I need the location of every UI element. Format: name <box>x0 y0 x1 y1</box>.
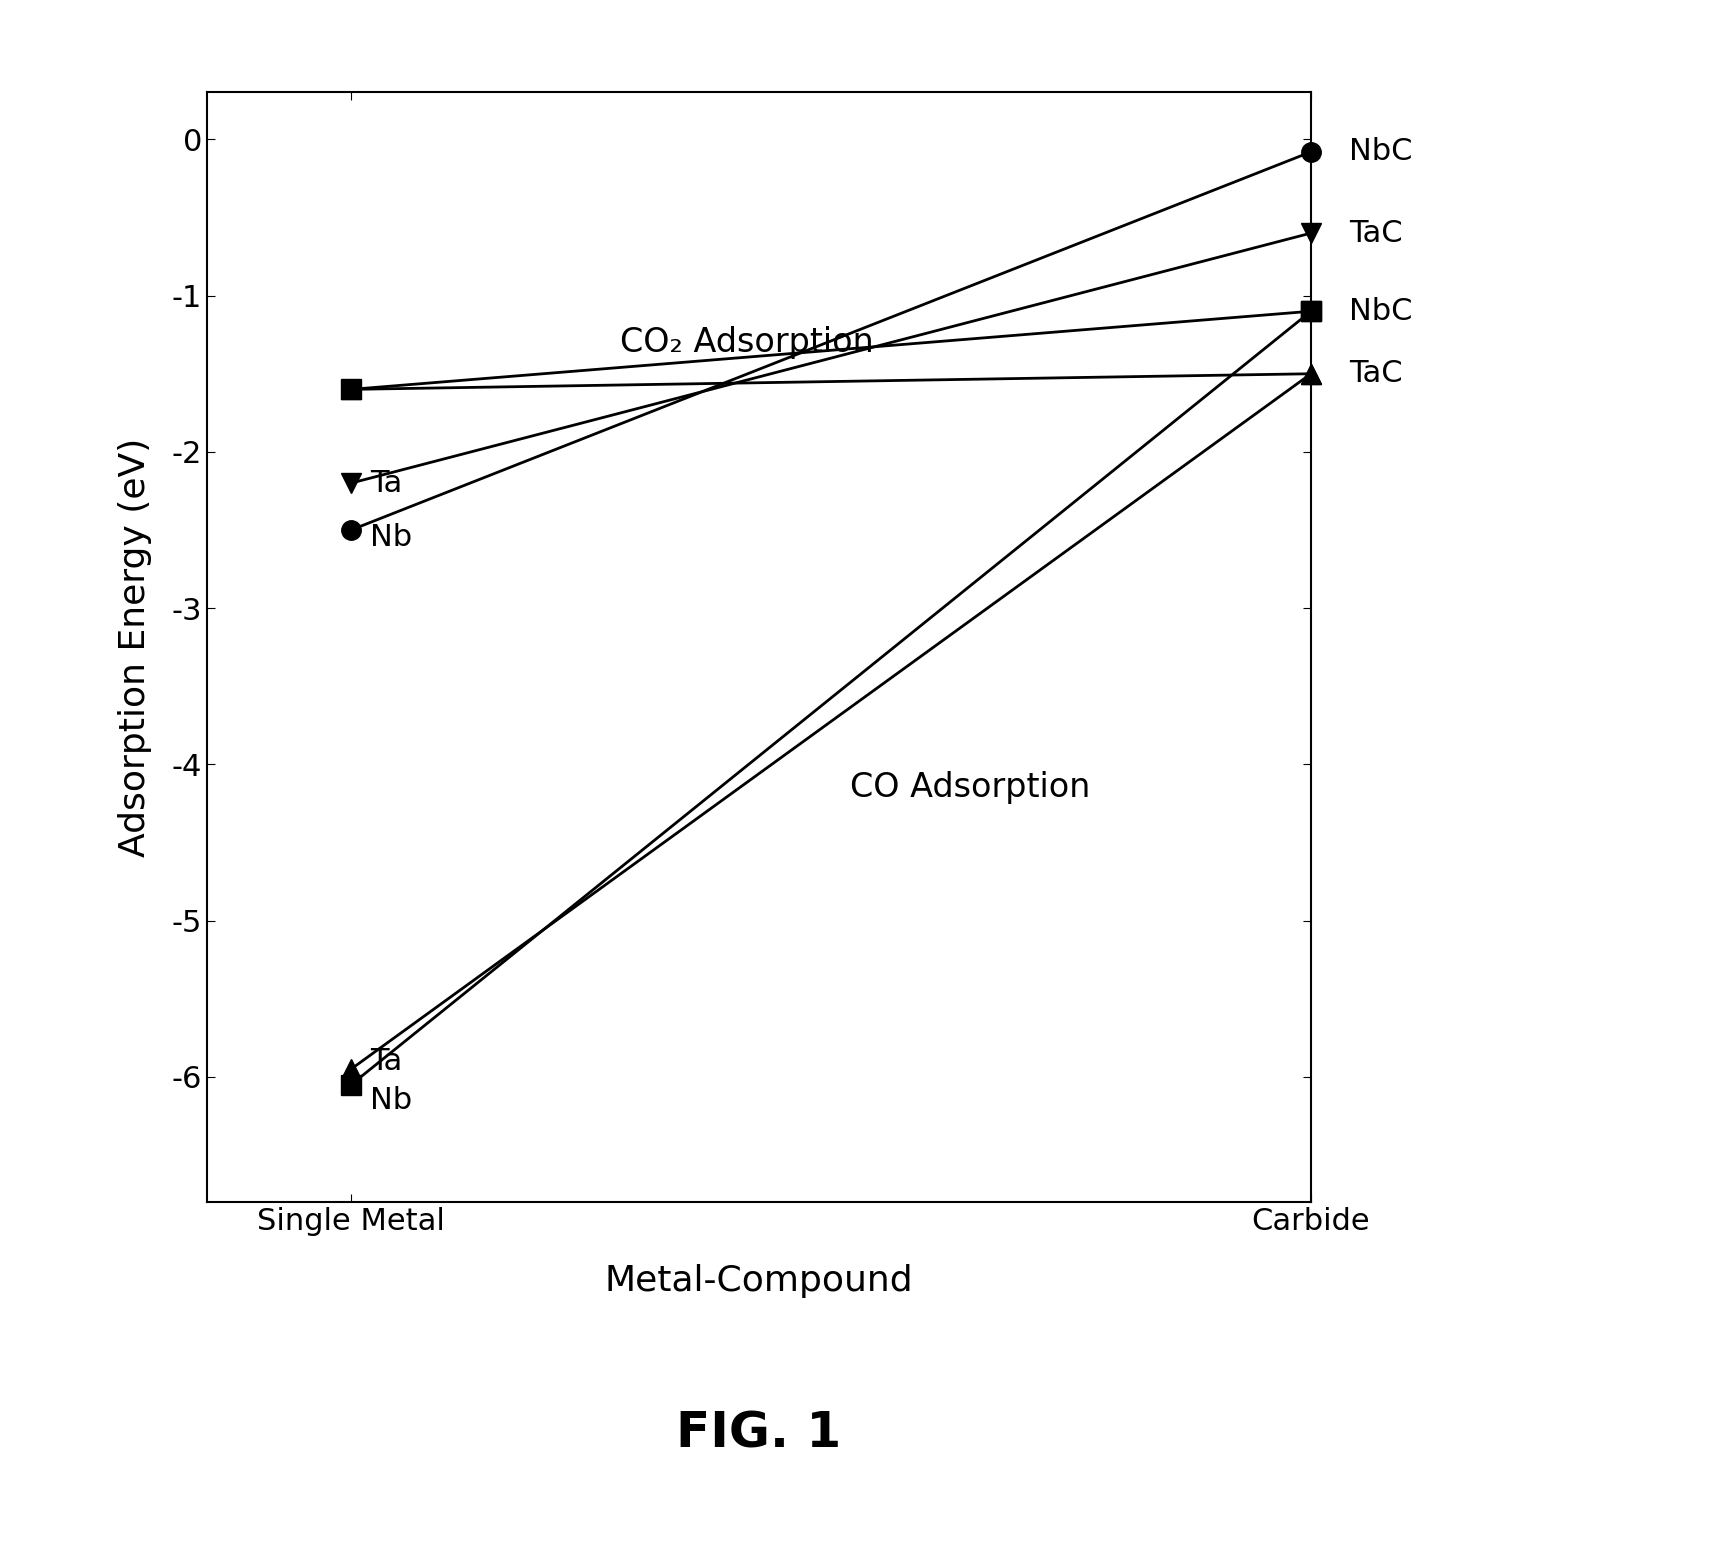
Text: Nb: Nb <box>371 524 412 552</box>
Text: Ta: Ta <box>371 1046 402 1076</box>
Text: Ta: Ta <box>371 468 402 498</box>
Text: TaC: TaC <box>1349 359 1402 388</box>
Text: TaC: TaC <box>1349 219 1402 248</box>
Text: CO₂ Adsorption: CO₂ Adsorption <box>619 327 873 359</box>
Text: Nb: Nb <box>371 1086 412 1114</box>
Y-axis label: Adsorption Energy (eV): Adsorption Energy (eV) <box>119 438 152 857</box>
Text: NbC: NbC <box>1349 297 1413 325</box>
Text: NbC: NbC <box>1349 137 1413 166</box>
X-axis label: Metal-Compound: Metal-Compound <box>605 1264 913 1298</box>
Text: CO Adsorption: CO Adsorption <box>850 772 1090 804</box>
Text: FIG. 1: FIG. 1 <box>676 1408 842 1458</box>
